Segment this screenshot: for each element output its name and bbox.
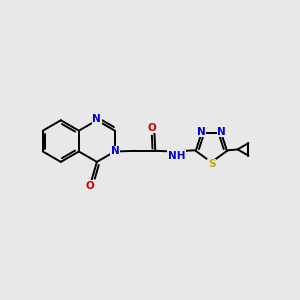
Text: S: S bbox=[208, 159, 215, 169]
Text: N: N bbox=[110, 146, 119, 157]
Text: O: O bbox=[148, 123, 156, 133]
Text: O: O bbox=[86, 181, 94, 191]
Text: N: N bbox=[217, 127, 226, 136]
Text: N: N bbox=[92, 114, 101, 124]
Text: NH: NH bbox=[168, 151, 185, 161]
Text: N: N bbox=[197, 127, 206, 136]
